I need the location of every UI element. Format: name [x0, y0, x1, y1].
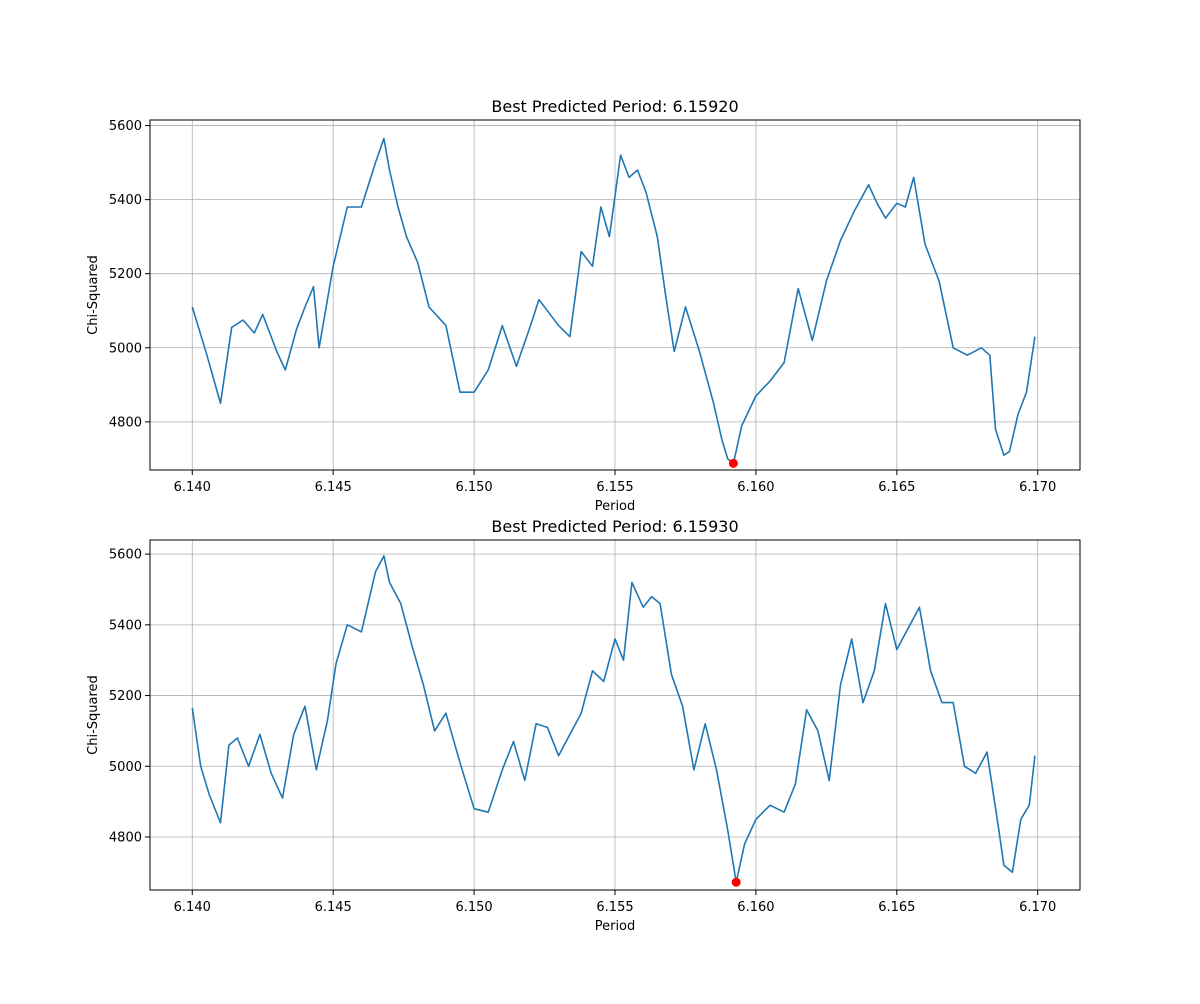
chi-squared-line — [191, 137, 1036, 465]
y-tick-label-3: 5400 — [109, 193, 142, 208]
y-axis-label: Chi-Squared — [86, 675, 101, 755]
x-tick-label-1: 6.145 — [315, 900, 352, 915]
x-tick-label-2: 6.150 — [455, 900, 492, 915]
x-tick-label-0: 6.140 — [174, 900, 211, 915]
x-tick-label-4: 6.160 — [737, 900, 774, 915]
x-tick-label-5: 6.165 — [878, 900, 915, 915]
y-tick-label-1: 5000 — [109, 760, 142, 775]
chart-panel-2: 6.140 6.145 6.150 6.155 6.160 6.165 6.170 4800 5… — [86, 517, 1081, 934]
y-tick-label-0: 4800 — [109, 830, 142, 845]
best-period-marker — [728, 458, 738, 468]
y-tick-label-0: 4800 — [109, 415, 142, 430]
y-tick-label-2: 5200 — [109, 689, 142, 704]
x-tick-label-5: 6.165 — [878, 480, 915, 495]
x-tick-label-6: 6.170 — [1019, 900, 1056, 915]
y-tick-label-4: 5600 — [109, 548, 142, 563]
chart-title: Best Predicted Period: 6.15920 — [491, 97, 738, 116]
y-tick-label-4: 5600 — [109, 119, 142, 134]
y-tick-label-3: 5400 — [109, 618, 142, 633]
y-tick-label-2: 5200 — [109, 267, 142, 282]
chart-panel-1: 6.140 6.145 6.150 6.155 6.160 6.165 6.170 4800 5… — [86, 97, 1081, 514]
x-axis-label: Period — [595, 499, 636, 514]
chi-squared-line — [191, 555, 1036, 884]
x-axis-label: Period — [595, 919, 636, 934]
x-tick-label-3: 6.155 — [596, 480, 633, 495]
x-tick-label-6: 6.170 — [1019, 480, 1056, 495]
best-period-marker — [731, 877, 741, 887]
x-tick-label-1: 6.145 — [315, 480, 352, 495]
x-tick-label-0: 6.140 — [174, 480, 211, 495]
chart-title: Best Predicted Period: 6.15930 — [491, 517, 738, 536]
x-tick-label-3: 6.155 — [596, 900, 633, 915]
y-tick-label-1: 5000 — [109, 341, 142, 356]
x-tick-label-4: 6.160 — [737, 480, 774, 495]
y-axis-label: Chi-Squared — [86, 255, 101, 335]
x-tick-label-2: 6.150 — [455, 480, 492, 495]
